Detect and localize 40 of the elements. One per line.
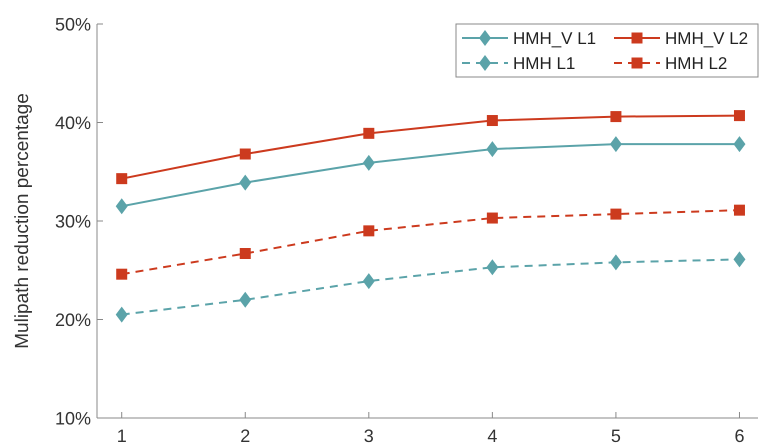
point [610, 208, 622, 220]
y-tick-label: 10% [54, 408, 91, 428]
point [610, 136, 622, 152]
point [362, 273, 375, 290]
point [116, 173, 128, 184]
point [733, 136, 746, 152]
point [362, 154, 375, 171]
point [733, 251, 746, 268]
point [610, 111, 622, 122]
y-axis-title: Mulipath reduction percentage [12, 93, 33, 349]
legend-label: HMH L1 [513, 54, 576, 73]
x-tick-label: 5 [610, 426, 621, 446]
y-tick-label: 50% [54, 14, 91, 34]
point [610, 254, 622, 270]
point [116, 198, 128, 214]
point [116, 306, 128, 323]
legend-label: HMH L2 [665, 54, 728, 73]
y-tick-label: 30% [54, 211, 91, 232]
x-tick-label: 6 [734, 426, 744, 446]
point [240, 148, 251, 160]
point [734, 204, 745, 216]
point [486, 115, 498, 126]
point [239, 292, 252, 308]
point [486, 212, 498, 224]
x-tick-label: 1 [116, 426, 127, 446]
legend-label: HMH_V L1 [513, 28, 596, 48]
point [116, 268, 128, 280]
x-tick-label: 2 [240, 426, 250, 446]
point [239, 174, 252, 191]
point [363, 128, 374, 139]
x-tick-label: 4 [487, 426, 498, 446]
x-tick-label: 3 [364, 426, 374, 446]
y-tick-label: 40% [54, 112, 91, 133]
point [486, 259, 498, 276]
point [486, 141, 498, 158]
y-tick-label: 20% [54, 310, 91, 330]
point [734, 110, 745, 122]
legend-label: HMH_V L2 [665, 28, 748, 48]
point [240, 248, 251, 260]
point [363, 225, 374, 236]
